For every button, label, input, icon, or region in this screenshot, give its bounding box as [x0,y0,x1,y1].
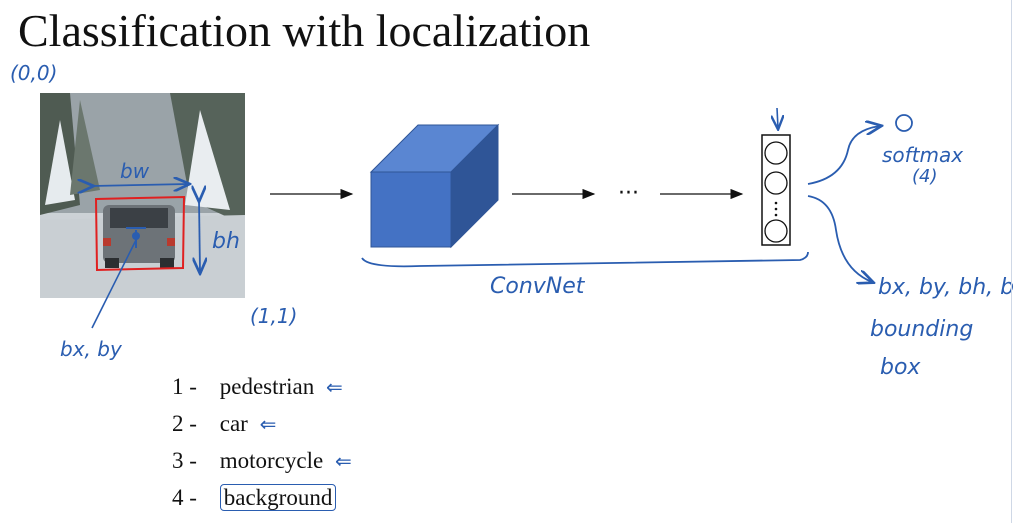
box-label: box [880,355,921,380]
class-number: 2 - [172,411,197,436]
bw-label: bw [120,159,150,183]
bounding-box-outline [94,195,186,272]
corner-label: (1,1) [250,304,297,328]
softmax-arrow [807,126,880,185]
left-arrow-icon: ⇐ [259,412,277,436]
class-item-background: 4 - background [172,479,352,516]
bh-arrow [199,200,200,272]
class-item-motorcycle: 3 - motorcycle ⇐ [172,442,352,479]
convnet-label: ConvNet [490,274,586,299]
bbox-outputs-label: bx, by, bh, bw [878,275,1014,300]
class-label: motorcycle [219,448,324,473]
class-number: 3 - [172,448,197,473]
softmax-label: softmax [882,143,963,167]
class-number: 1 - [172,374,197,399]
class-label: car [219,411,248,436]
class-label-boxed: background [219,484,337,511]
bounding-label: bounding [870,317,973,342]
left-arrow-icon: ⇐ [334,449,352,473]
bh-label: bh [212,229,240,254]
slide-edge [1011,0,1012,523]
input-image [40,93,245,298]
class-list: 1 - pedestrian ⇐ 2 - car ⇐ 3 - motorcycl… [172,368,352,516]
origin-label: (0,0) [10,61,57,85]
bw-arrow [92,184,188,186]
fc-pointer-arrow [777,107,778,128]
left-arrow-icon: ⇐ [326,375,343,399]
class-item-pedestrian: 1 - pedestrian ⇐ [172,368,352,405]
class-number: 4 - [172,485,197,510]
bxby-label: bx, by [60,337,123,361]
conv-cube [369,123,500,249]
ellipsis: ··· [618,181,639,206]
class-label: pedestrian [219,374,315,399]
slide-title: Classification with localization [18,5,591,56]
class-item-car: 2 - car ⇐ [172,405,352,442]
bbox-output-arrow [807,195,872,282]
softmax-node-icon [895,114,913,132]
softmax-count-label: (4) [912,166,938,187]
fc-layer [761,134,791,246]
convnet-brace [361,251,809,268]
